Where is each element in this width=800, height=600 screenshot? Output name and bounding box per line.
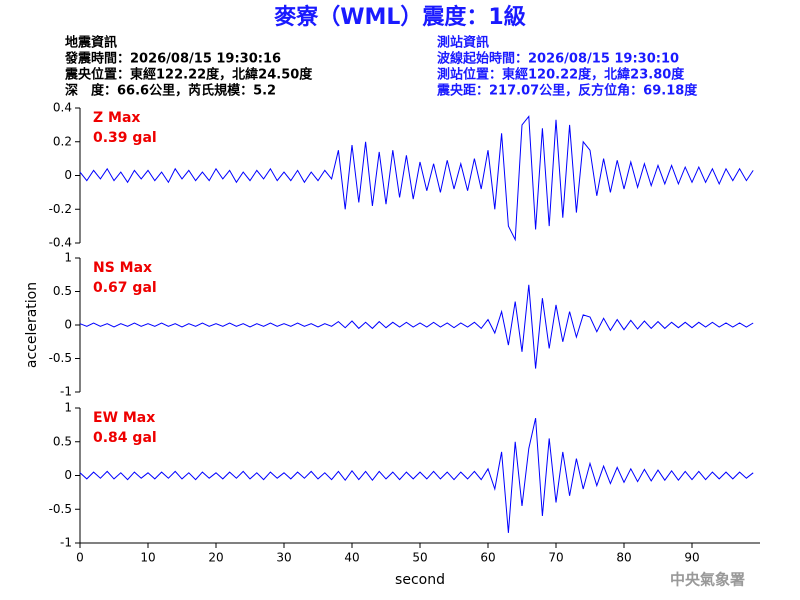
x-tick-label: 10: [140, 551, 155, 565]
y-tick-label: 1: [64, 401, 72, 415]
annotation: 0.84 gal: [93, 430, 157, 446]
header-left: 深 度：66.6公里，芮氏規模：5.2: [65, 83, 276, 99]
header-right: 震央距：217.07公里，反方位角：69.18度: [436, 83, 698, 99]
annotation: NS Max: [93, 260, 152, 276]
y-tick-label: -1: [60, 536, 72, 550]
header-right: 波線起始時間：2026/08/15 19:30:10: [437, 51, 679, 67]
annotation: 0.67 gal: [93, 280, 157, 296]
y-tick-label: -0.5: [49, 502, 72, 516]
y-tick-label: 0: [64, 168, 72, 182]
header-right: 測站位置：東經120.22度，北緯23.80度: [437, 67, 685, 83]
y-tick-label: -0.5: [49, 351, 72, 365]
x-tick-label: 20: [208, 551, 223, 565]
x-tick-label: 80: [616, 551, 631, 565]
header-left: 震央位置：東經122.22度，北緯24.50度: [64, 67, 313, 83]
waveform: [79, 284, 754, 369]
header-left: 發震時間：2026/08/15 19:30:16: [64, 51, 281, 67]
y-tick-label: 0.5: [53, 434, 72, 448]
y-tick-label: -0.2: [49, 202, 72, 216]
y-tick-label: -1: [60, 385, 72, 399]
y-tick-label: 1: [64, 251, 72, 265]
waveform: [79, 417, 754, 533]
annotation: EW Max: [93, 410, 155, 426]
y-tick-label: 0.5: [53, 284, 72, 298]
x-tick-label: 50: [412, 551, 427, 565]
x-tick-label: 60: [480, 551, 495, 565]
y-axis-label: acceleration: [24, 282, 40, 368]
x-tick-label: 0: [76, 551, 84, 565]
header-left: 地震資訊: [65, 35, 117, 51]
annotation: Z Max: [93, 110, 140, 126]
x-tick-label: 40: [344, 551, 359, 565]
footer: 中央氣象署: [670, 571, 745, 589]
y-tick-label: 0.4: [53, 101, 72, 115]
x-tick-label: 70: [548, 551, 563, 565]
x-tick-label: 30: [276, 551, 291, 565]
annotation: 0.39 gal: [93, 130, 157, 146]
y-tick-label: 0: [64, 318, 72, 332]
y-tick-label: 0: [64, 468, 72, 482]
x-axis-label: second: [395, 572, 445, 588]
chart-title: 麥寮（WML）震度：1級: [273, 4, 526, 30]
y-tick-label: -0.4: [49, 236, 72, 250]
waveform: [79, 115, 754, 242]
header-right: 測站資訊: [437, 35, 489, 51]
y-tick-label: 0.2: [53, 134, 72, 148]
x-tick-label: 90: [684, 551, 699, 565]
